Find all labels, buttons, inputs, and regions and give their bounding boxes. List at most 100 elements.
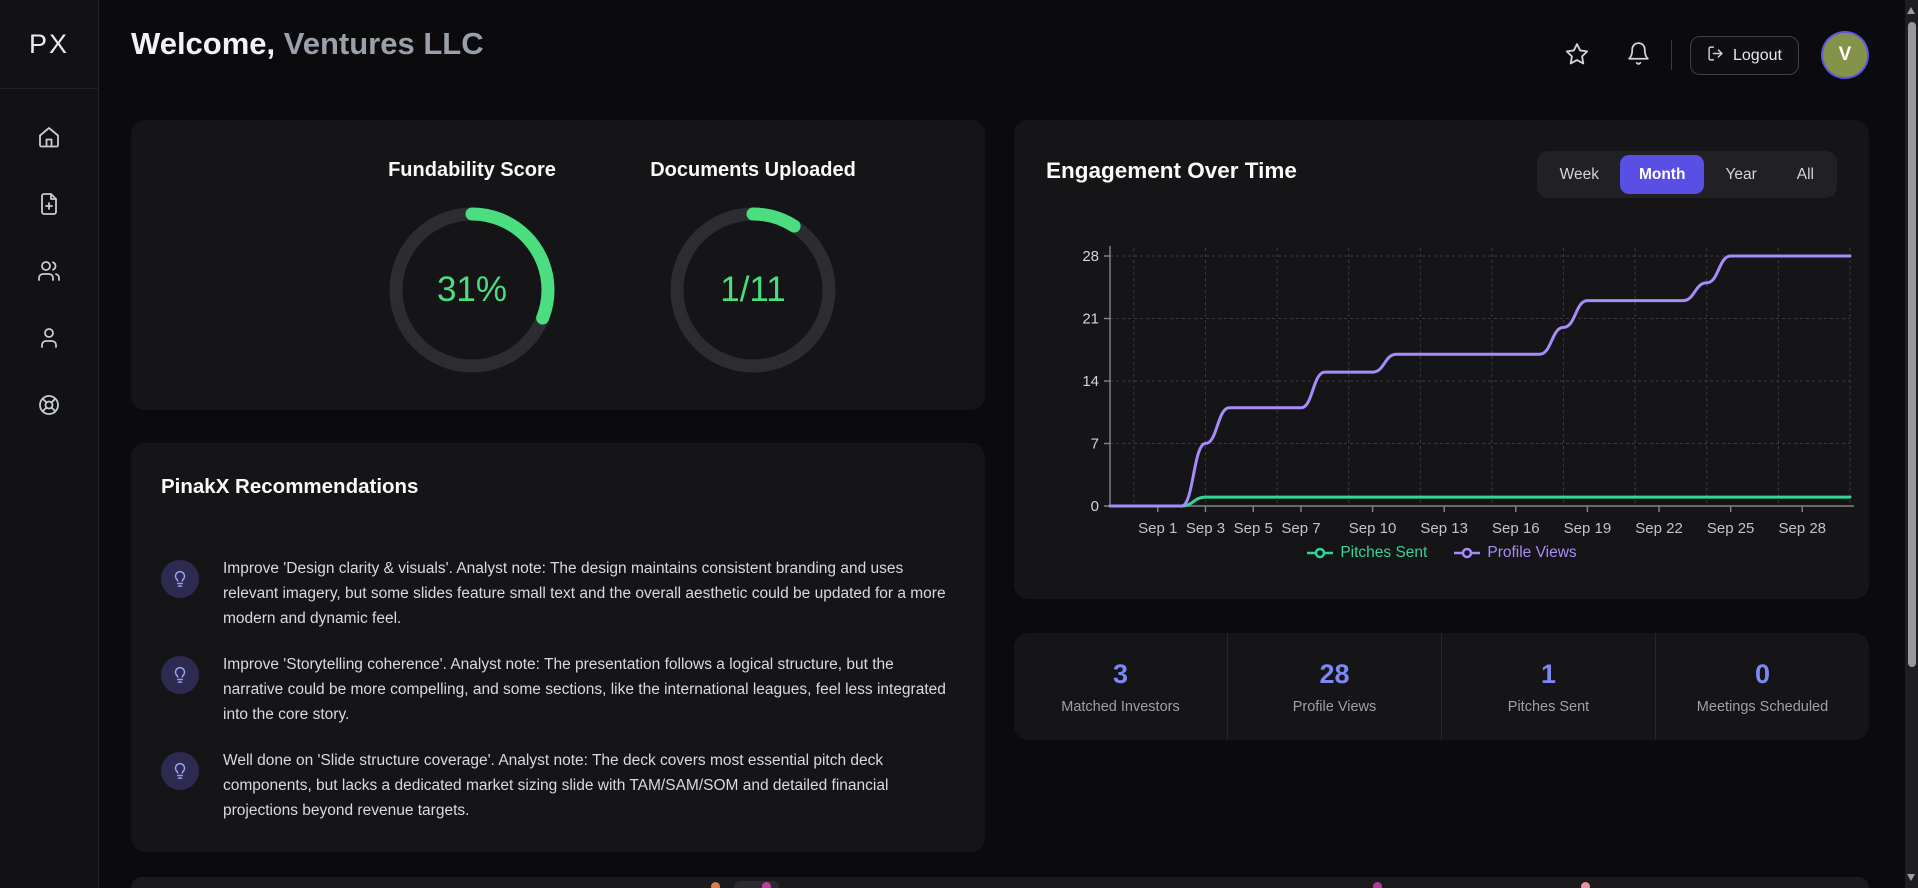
svg-text:Sep 22: Sep 22 [1635,520,1683,537]
svg-text:14: 14 [1082,373,1099,390]
documents-title: Documents Uploaded [650,159,856,181]
svg-text:Sep 16: Sep 16 [1492,520,1540,537]
documents-value: 1/11 [720,270,786,309]
chart-legend: Pitches Sent Profile Views [1014,544,1869,562]
stat-meetings-scheduled: 0 Meetings Scheduled [1655,633,1869,740]
app-logo: PX [28,28,70,59]
pink-dot-icon [1581,882,1590,888]
logo-box: PX [0,0,98,89]
legend-line-icon [1307,547,1334,559]
sidebar-item-documents[interactable] [29,192,69,218]
svg-text:28: 28 [1082,248,1099,265]
home-icon [37,125,61,152]
svg-text:21: 21 [1082,311,1099,328]
stat-value: 3 [1112,658,1129,689]
score-card: Fundability Score 31% Documents Uploaded… [131,120,985,410]
lightbulb-icon [161,656,199,694]
svg-text:Sep 28: Sep 28 [1778,520,1826,537]
logout-label: Logout [1733,46,1782,64]
svg-text:Sep 25: Sep 25 [1707,520,1755,537]
magenta-dot-icon [762,882,771,888]
stat-value: 28 [1319,658,1350,689]
orange-dot-icon [711,882,720,888]
svg-text:7: 7 [1091,436,1099,453]
svg-text:Sep 1: Sep 1 [1138,520,1177,537]
topbar-divider [1671,40,1672,70]
svg-text:Sep 10: Sep 10 [1349,520,1397,537]
fundability-value: 31% [436,270,508,309]
svg-text:Sep 5: Sep 5 [1234,520,1273,537]
recommendations-title: PinakX Recommendations [161,475,419,498]
range-toggle: Week Month Year All [1536,151,1837,198]
stat-label: Meetings Scheduled [1696,698,1829,715]
scrollbar[interactable] [1905,0,1918,888]
svg-text:Sep 7: Sep 7 [1281,520,1320,537]
strip-tab [734,881,779,888]
svg-text:Sep 13: Sep 13 [1420,520,1468,537]
legend-label: Pitches Sent [1340,544,1428,561]
company-name: Ventures LLC [283,26,484,61]
legend-line-icon [1454,547,1481,559]
legend-pitches-sent: Pitches Sent [1306,544,1427,562]
recommendation-text: Improve 'Design clarity & visuals'. Anal… [223,560,946,627]
engagement-title: Engagement Over Time [1046,158,1297,183]
welcome-prefix: Welcome, [131,26,276,61]
sidebar-item-help[interactable] [29,393,69,419]
recommendation-item: Improve 'Design clarity & visuals'. Anal… [161,556,951,631]
lightbulb-icon [161,560,199,598]
sidebar-item-profile[interactable] [29,326,69,352]
sidebar-item-home[interactable] [29,125,69,151]
logout-icon [1707,45,1724,67]
stat-label: Matched Investors [1061,698,1180,715]
stats-card: 3 Matched Investors 28 Profile Views 1 P… [1014,633,1869,740]
fundability-title: Fundability Score [388,159,556,181]
next-section-edge [131,877,1869,888]
scroll-down-arrow-icon[interactable] [1907,874,1915,881]
sidebar: PX [0,0,99,888]
stat-label: Profile Views [1292,698,1377,715]
scrollbar-thumb[interactable] [1907,22,1916,667]
file-plus-icon [37,192,61,219]
documents-ring [670,207,836,373]
sidebar-nav [0,89,98,419]
sidebar-item-investors[interactable] [29,259,69,285]
star-icon [1564,41,1590,70]
help-icon [37,393,61,420]
svg-text:0: 0 [1091,498,1099,515]
range-all-button[interactable]: All [1778,155,1833,194]
users-icon [37,259,61,286]
notifications-button[interactable] [1623,40,1653,70]
recommendation-item: Well done on 'Slide structure coverage'.… [161,748,951,823]
stat-value: 0 [1754,658,1771,689]
user-icon [37,326,61,353]
svg-text:Sep 19: Sep 19 [1564,520,1612,537]
fundability-gauge: Fundability Score 31% [262,120,682,410]
range-year-button[interactable]: Year [1706,155,1775,194]
logout-button[interactable]: Logout [1690,36,1799,75]
stat-pitches-sent: 1 Pitches Sent [1441,633,1655,740]
fundability-ring [389,207,555,373]
engagement-card: Engagement Over Time Week Month Year All… [1014,120,1869,599]
range-week-button[interactable]: Week [1541,155,1618,194]
recommendations-card: PinakX Recommendations Improve 'Design c… [131,443,985,852]
recommendations-list: Improve 'Design clarity & visuals'. Anal… [161,556,951,823]
stat-label: Pitches Sent [1507,698,1590,715]
stat-matched-investors: 3 Matched Investors [1014,633,1227,740]
engagement-line-chart: 0 7 14 21 28 Sep 1 Sep 3 Sep 5 Sep 7 Sep 10 Sep 13… [1082,246,1854,537]
scroll-up-arrow-icon[interactable] [1907,7,1915,14]
page-title: Welcome, Ventures LLC [131,26,484,62]
stat-value: 1 [1540,658,1557,689]
avatar[interactable]: V [1823,33,1867,77]
recommendation-text: Well done on 'Slide structure coverage'.… [223,752,889,819]
bell-icon [1626,41,1651,69]
legend-profile-views: Profile Views [1453,544,1577,562]
avatar-initial: V [1838,44,1852,65]
range-month-button[interactable]: Month [1619,155,1705,194]
recommendation-item: Improve 'Storytelling coherence'. Analys… [161,652,951,727]
favorites-button[interactable] [1562,40,1592,70]
recommendation-text: Improve 'Storytelling coherence'. Analys… [223,656,946,723]
legend-label: Profile Views [1487,544,1577,561]
stat-profile-views: 28 Profile Views [1227,633,1441,740]
svg-text:Sep 3: Sep 3 [1186,520,1225,537]
documents-gauge: Documents Uploaded 1/11 [543,120,963,410]
